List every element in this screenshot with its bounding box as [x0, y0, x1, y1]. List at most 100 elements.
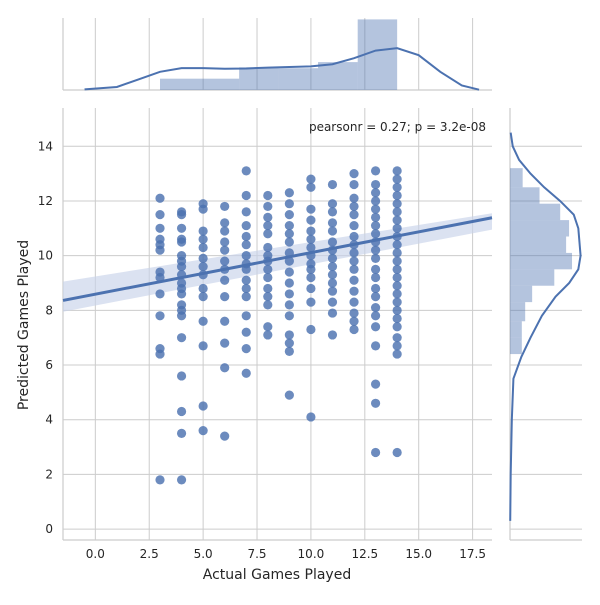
y-histogram-bar	[510, 302, 526, 322]
scatter-point	[349, 286, 359, 296]
scatter-point	[176, 428, 187, 438]
scatter-point	[392, 333, 402, 343]
scatter-point	[392, 264, 402, 274]
scatter-point	[263, 229, 273, 239]
y-histogram-bar	[510, 203, 561, 221]
scatter-point	[155, 289, 165, 299]
scatter-point	[155, 245, 165, 255]
scatter-point	[284, 346, 294, 356]
scatter-point	[349, 193, 359, 203]
scatter-point	[349, 169, 359, 179]
scatter-point	[370, 196, 381, 206]
scatter-point	[176, 475, 187, 485]
scatter-point	[198, 261, 208, 272]
scatter-point	[327, 308, 338, 318]
scatter-point	[306, 182, 316, 192]
x-marginal-distribution	[62, 18, 492, 91]
y-histogram-bar	[510, 168, 523, 188]
scatter-point	[306, 234, 316, 244]
x-tick-label: 10.0	[298, 547, 325, 561]
scatter-point	[284, 330, 294, 340]
scatter-point	[176, 261, 187, 272]
scatter-point	[220, 226, 230, 236]
scatter-point	[327, 297, 338, 307]
scatter-point	[306, 264, 316, 274]
scatter-point	[306, 204, 316, 214]
scatter-point	[263, 212, 273, 222]
y-tick-label: 6	[45, 358, 53, 372]
scatter-point	[241, 344, 251, 354]
scatter-point	[392, 297, 402, 307]
scatter-point	[220, 237, 230, 247]
scatter-point	[392, 248, 402, 258]
scatter-point	[392, 240, 402, 250]
y-tick-label: 0	[45, 522, 53, 536]
scatter-point	[284, 229, 294, 239]
scatter-point	[370, 212, 381, 222]
scatter-point	[370, 311, 381, 321]
scatter-point	[327, 270, 338, 280]
scatter-point	[176, 210, 187, 220]
scatter-point	[198, 226, 208, 236]
y-histogram-bar	[510, 337, 522, 355]
scatter-point	[176, 237, 187, 247]
scatter-point	[392, 272, 402, 283]
scatter-point	[370, 341, 381, 351]
scatter-point	[198, 426, 208, 436]
scatter-point	[370, 253, 381, 263]
scatter-point	[220, 218, 230, 228]
scatter-point	[306, 215, 316, 225]
scatter-point	[176, 289, 187, 299]
x-axis-label: Actual Games Played	[203, 567, 351, 583]
y-tick-label: 2	[45, 467, 53, 481]
scatter-point	[284, 188, 294, 198]
scatter-point	[284, 289, 294, 299]
scatter-point	[392, 322, 402, 332]
scatter-point	[392, 313, 402, 324]
scatter-point	[370, 188, 381, 198]
scatter-point	[392, 166, 402, 176]
scatter-point	[327, 179, 338, 190]
scatter-point	[392, 289, 402, 299]
scatter-point	[306, 272, 316, 283]
scatter-point	[284, 338, 294, 348]
scatter-point	[370, 283, 381, 294]
scatter-point	[241, 190, 251, 201]
scatter-point	[220, 316, 230, 326]
scatter-point	[220, 363, 230, 373]
x-kde-curve	[84, 47, 480, 91]
y-tick-label: 4	[45, 413, 53, 427]
scatter-point	[370, 204, 381, 214]
y-kde-curve	[509, 132, 582, 521]
scatter-point	[327, 226, 338, 236]
scatter-point	[306, 283, 316, 294]
scatter-point	[241, 231, 251, 242]
scatter-point	[349, 256, 359, 266]
scatter-point	[349, 231, 359, 242]
scatter-point	[241, 240, 251, 250]
scatter-point	[263, 322, 273, 332]
scatter-point	[327, 207, 338, 217]
y-tick-label: 8	[45, 303, 53, 317]
regression-ci-band	[63, 213, 492, 312]
scatter-point	[392, 447, 402, 458]
scatter-point	[370, 398, 381, 408]
scatter-point	[370, 302, 381, 313]
regression-line	[62, 216, 493, 302]
scatter-point	[327, 286, 338, 296]
scatter-point	[370, 322, 381, 332]
scatter-point	[284, 199, 294, 209]
scatter-point	[370, 245, 381, 255]
joint-scatter-axes: 0.0 2.5 5.0 7.5 10.0 12.5 15.0 17.5 0 2 4 6 8 10 12 14	[38, 108, 493, 561]
scatter-point	[370, 179, 381, 190]
scatter-point	[241, 251, 251, 261]
scatter-point	[284, 210, 294, 220]
y-histogram-bar	[510, 252, 573, 270]
scatter-point	[306, 324, 316, 335]
scatter-point	[370, 272, 381, 283]
x-tick-label: 12.5	[351, 547, 378, 561]
scatter-point	[392, 190, 402, 201]
scatter-point	[155, 311, 165, 321]
scatter-point	[284, 311, 294, 321]
